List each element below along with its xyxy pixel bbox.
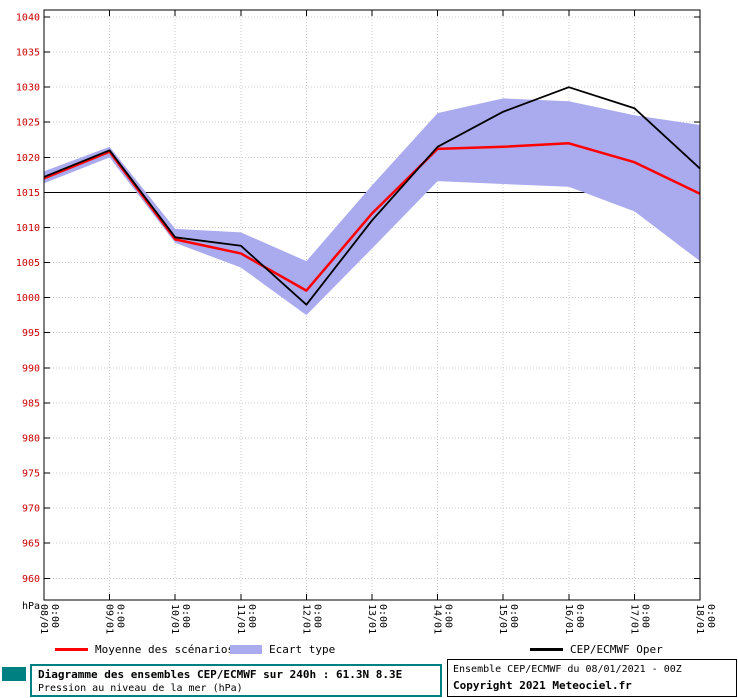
svg-text:1040: 1040 [16,13,40,24]
svg-text:1015: 1015 [16,188,40,199]
svg-text:0:00: 0:00 [377,604,388,628]
svg-text:0:00: 0:00 [180,604,191,628]
left-accent-square [2,667,26,681]
legend-item-band: Ecart type [230,641,335,657]
svg-text:0:00: 0:00 [639,604,650,628]
ensemble-pressure-chart: 960 965 970 975 980 985 990 995 1000 1005 1010 1015… [16,9,716,634]
svg-text:1035: 1035 [16,48,40,59]
svg-text:0:00: 0:00 [311,604,322,628]
svg-text:hPa: hPa [22,601,40,612]
legend-item-mean: Moyenne des scénarios [55,641,234,657]
svg-text:18/01: 18/01 [694,604,705,634]
chart-legend: Moyenne des scénarios Ecart type CEP/ECM… [0,641,738,657]
legend-item-oper: CEP/ECMWF Oper [530,641,663,657]
info-box: Diagramme des ensembles CEP/ECMWF sur 24… [30,664,442,697]
svg-text:970: 970 [22,504,40,515]
svg-text:960: 960 [22,574,40,585]
legend-label-mean: Moyenne des scénarios [95,642,235,656]
chart-title: Diagramme des ensembles CEP/ECMWF sur 24… [38,668,403,681]
svg-text:15/01: 15/01 [497,604,508,634]
svg-text:0:00: 0:00 [574,604,585,628]
svg-text:995: 995 [22,328,40,339]
svg-text:0:00: 0:00 [508,604,519,628]
svg-text:980: 980 [22,433,40,444]
svg-text:14/01: 14/01 [432,604,443,634]
svg-text:1020: 1020 [16,153,40,164]
svg-text:13/01: 13/01 [366,604,377,634]
svg-text:10/01: 10/01 [169,604,180,634]
svg-text:1010: 1010 [16,223,40,234]
band-swatch [230,644,262,654]
svg-text:0:00: 0:00 [49,604,60,628]
svg-text:985: 985 [22,398,40,409]
svg-text:0:00: 0:00 [705,604,716,628]
svg-text:16/01: 16/01 [563,604,574,634]
svg-text:1030: 1030 [16,83,40,94]
svg-text:1000: 1000 [16,293,40,304]
svg-text:0:00: 0:00 [246,604,257,628]
svg-text:990: 990 [22,363,40,374]
svg-text:965: 965 [22,539,40,550]
legend-label-band: Ecart type [269,642,336,656]
run-info-text: Ensemble CEP/ECMWF du 08/01/2021 - 00Z [453,664,682,675]
svg-text:08/01: 08/01 [38,604,49,634]
svg-text:1005: 1005 [16,258,40,269]
svg-text:11/01: 11/01 [235,604,246,634]
svg-text:09/01: 09/01 [104,604,115,634]
oper-line-swatch [530,647,563,651]
svg-text:0:00: 0:00 [115,604,126,628]
svg-text:0:00: 0:00 [443,604,454,628]
legend-label-oper: CEP/ECMWF Oper [570,642,663,656]
copyright-text: Copyright 2021 Meteociel.fr [453,679,632,692]
svg-text:12/01: 12/01 [300,604,311,634]
svg-text:975: 975 [22,469,40,480]
chart-subtitle: Pression au niveau de la mer (hPa) [38,683,243,694]
run-info-box: Ensemble CEP/ECMWF du 08/01/2021 - 00Z C… [447,659,737,697]
svg-text:1025: 1025 [16,118,40,129]
svg-text:17/01: 17/01 [628,604,639,634]
mean-line-swatch [55,647,88,651]
